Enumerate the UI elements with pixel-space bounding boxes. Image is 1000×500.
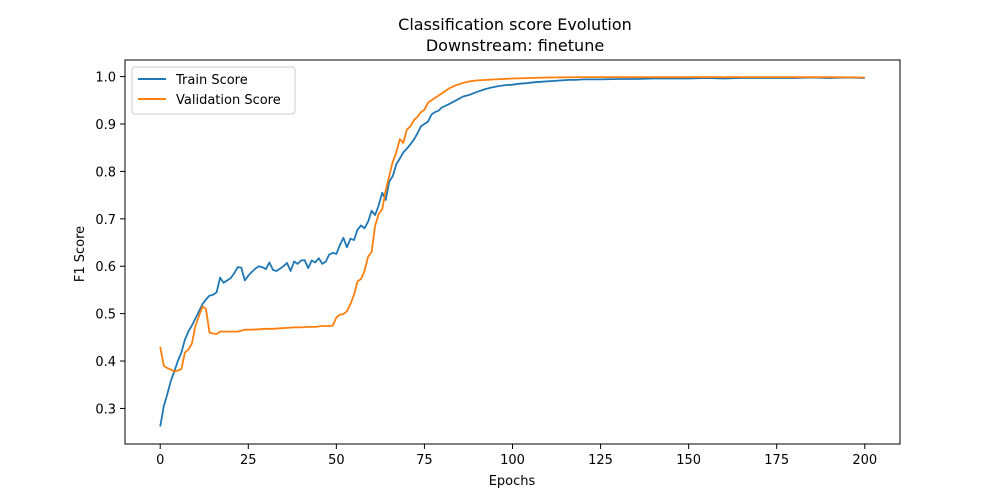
y-tick-label: 0.6 (95, 260, 116, 275)
series-lines (159, 76, 865, 427)
y-tick-label: 0.8 (95, 165, 116, 180)
x-tick-label: 75 (416, 453, 433, 468)
x-tick-label: 175 (764, 453, 789, 468)
y-tick-label: 0.9 (95, 118, 116, 133)
y-tick-label: 1.0 (95, 71, 116, 86)
x-tick-label: 200 (852, 453, 877, 468)
axis-ticks: 0 25 50 75 100 125 150 175 200 0.3 0.4 0.5 0.6 0.7 0.8… (95, 71, 877, 468)
chart-title: Classification score Evolution (398, 15, 632, 34)
y-tick-label: 0.7 (95, 213, 116, 228)
y-tick-label: 0.4 (95, 355, 116, 370)
series-line-validation (159, 76, 865, 373)
x-tick-label: 100 (500, 453, 525, 468)
x-axis-label: Epochs (489, 474, 536, 489)
y-axis-label: F1 Score (73, 226, 88, 282)
plot-frame (124, 59, 901, 445)
x-tick-label: 50 (328, 453, 345, 468)
y-tick-label: 0.3 (95, 402, 116, 417)
series-line-train (159, 76, 865, 427)
legend: Train Score Validation Score (131, 66, 296, 115)
x-tick-label: 150 (676, 453, 701, 468)
chart-subtitle: Downstream: finetune (426, 36, 604, 55)
y-tick-label: 0.5 (95, 308, 116, 323)
legend-label-train: Train Score (175, 73, 248, 88)
x-tick-label: 25 (240, 453, 257, 468)
legend-label-validation: Validation Score (176, 93, 281, 108)
x-tick-label: 0 (156, 453, 164, 468)
legend-box (131, 66, 296, 115)
x-tick-label: 125 (588, 453, 613, 468)
